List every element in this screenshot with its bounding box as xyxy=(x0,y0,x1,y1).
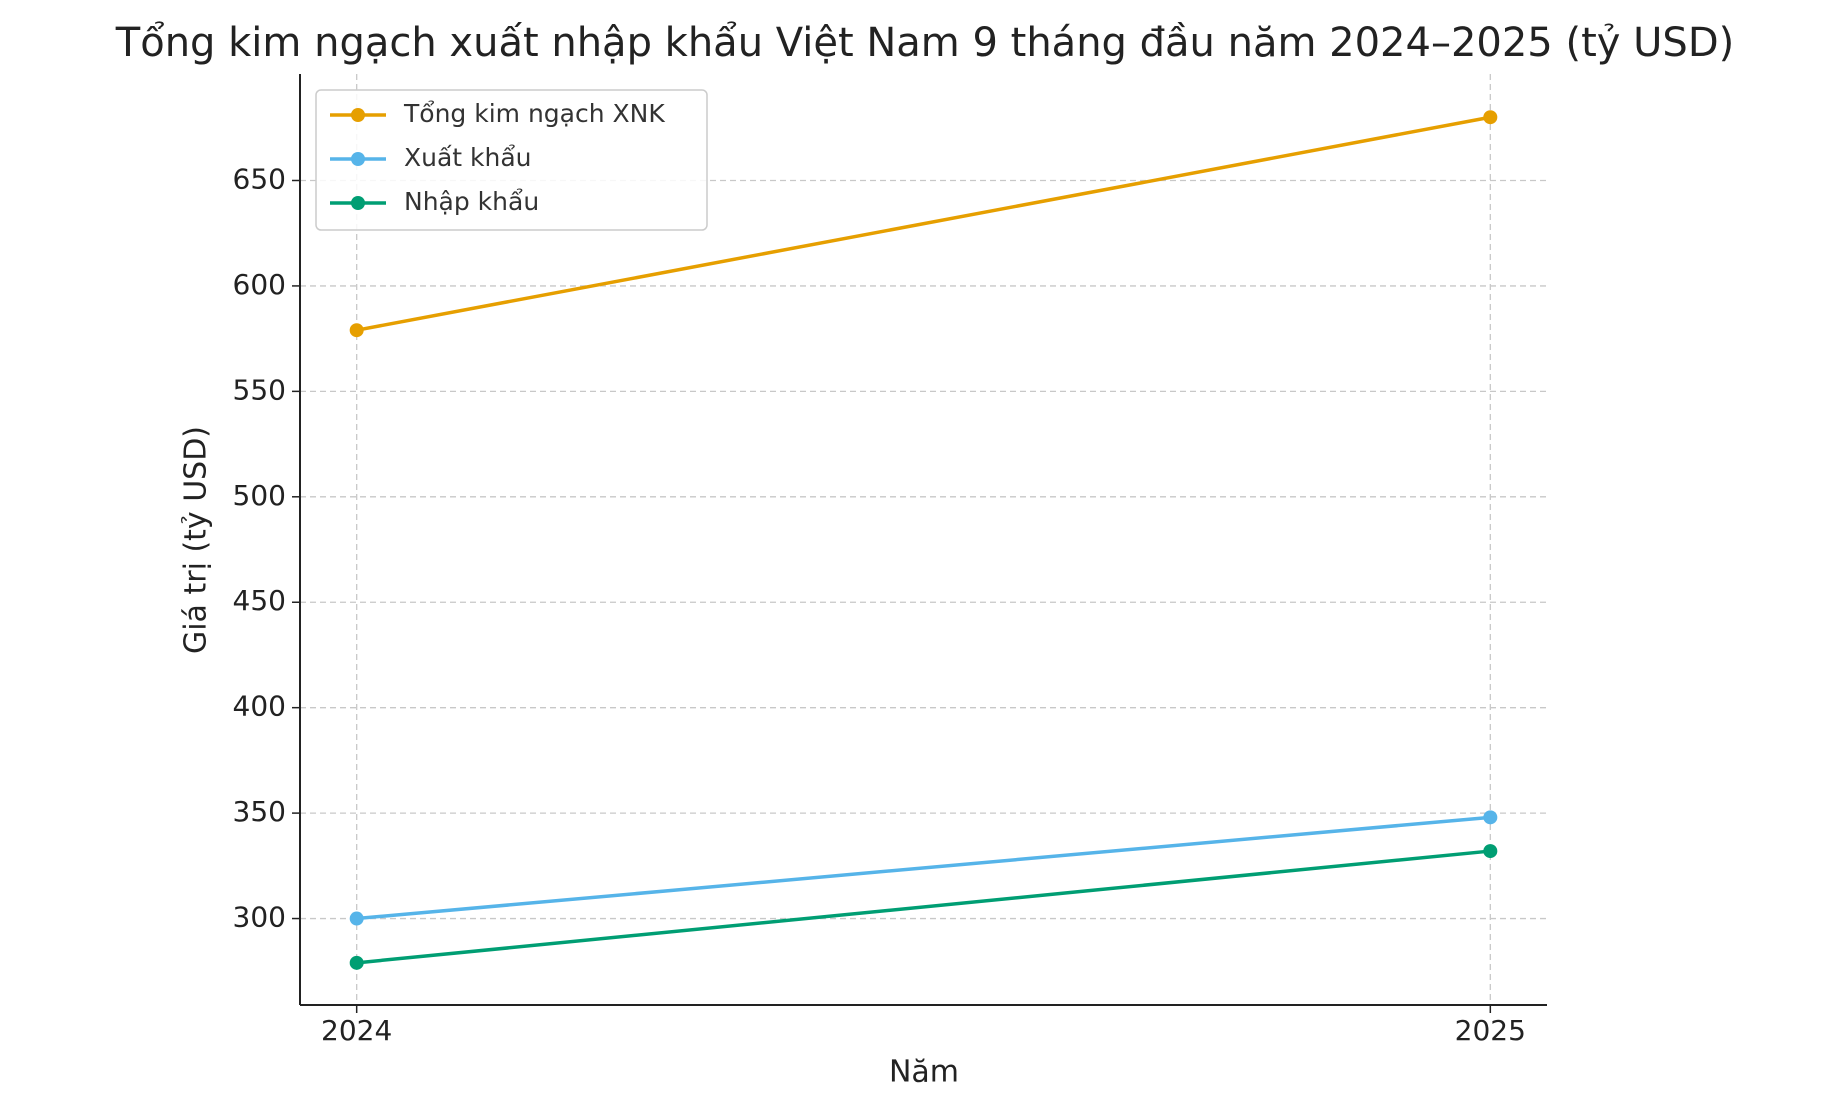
y-tick-label: 600 xyxy=(233,268,286,301)
data-point xyxy=(1483,110,1498,125)
legend-label: Tổng kim ngạch XNK xyxy=(403,99,665,128)
legend-label: Nhập khẩu xyxy=(404,187,539,216)
legend-box xyxy=(315,89,708,231)
x-axis-label: Năm xyxy=(889,1055,959,1090)
legend-marker xyxy=(351,196,365,210)
legend-marker xyxy=(351,108,365,122)
data-point xyxy=(1483,810,1498,825)
chart-title: Tổng kim ngạch xuất nhập khẩu Việt Nam 9… xyxy=(115,20,1734,66)
y-tick-label: 350 xyxy=(233,795,286,828)
data-point xyxy=(1483,844,1498,859)
y-tick-label: 500 xyxy=(233,479,286,512)
series-line xyxy=(356,815,1491,921)
legend-marker xyxy=(351,152,365,166)
legend-label: Xuất khẩu xyxy=(404,143,532,172)
y-tick-label: 550 xyxy=(233,373,286,406)
x-tick-label: 2024 xyxy=(321,1014,392,1047)
y-tick-label: 450 xyxy=(233,584,286,617)
x-tick-label: 2025 xyxy=(1455,1014,1526,1047)
data-point xyxy=(349,323,364,338)
y-tick-label: 650 xyxy=(233,162,286,195)
y-tick-label: 300 xyxy=(233,901,286,934)
data-point xyxy=(349,955,364,970)
series-line xyxy=(356,849,1491,965)
y-axis-label: Giá trị (tỷ USD) xyxy=(179,426,214,654)
y-tick-label: 400 xyxy=(233,690,286,723)
series-line xyxy=(356,115,1491,332)
data-point xyxy=(349,911,364,926)
